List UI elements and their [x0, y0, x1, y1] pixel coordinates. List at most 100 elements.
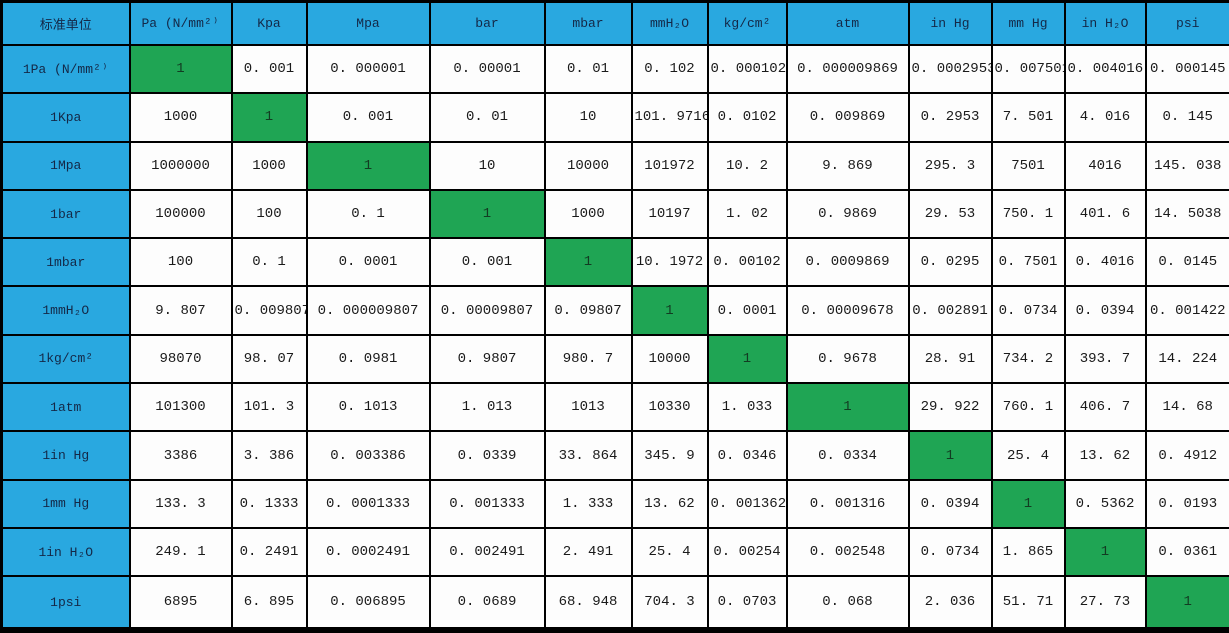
- value-cell: 0. 000145: [1144, 43, 1229, 95]
- value-cell: 0. 006895: [305, 575, 431, 631]
- value-cell: 0. 9678: [785, 333, 910, 385]
- column-header-cell: in H₂O: [1063, 0, 1147, 46]
- value-cell: 3. 386: [230, 430, 308, 481]
- value-cell: 101. 9716: [630, 92, 709, 143]
- value-cell: 101300: [128, 382, 233, 433]
- value-cell: 28. 91: [907, 333, 993, 385]
- value-cell: 10330: [630, 382, 709, 433]
- value-cell: 1000000: [128, 140, 233, 191]
- value-cell: 100: [128, 237, 233, 288]
- row-label-cell: 1mbar: [0, 237, 131, 288]
- value-cell: 100000: [128, 188, 233, 240]
- value-cell: 6895: [128, 575, 233, 631]
- value-cell: 0. 002891: [907, 285, 993, 336]
- row-label-cell: 1mmH₂O: [0, 285, 131, 336]
- row-label-cell: 1kg/cm²: [0, 333, 131, 385]
- value-cell: 1000: [128, 92, 233, 143]
- value-cell: 101972: [630, 140, 709, 191]
- value-cell: 0. 001: [305, 92, 431, 143]
- value-cell: 0. 009869: [785, 92, 910, 143]
- value-cell: 0. 0689: [428, 575, 546, 631]
- table-row: 1mmH₂O 9. 807 0. 009807 0. 000009807 0. 0000…: [0, 285, 1229, 336]
- value-cell: 406. 7: [1063, 382, 1147, 433]
- table-row: 1Pa (N/mm²⁾ 1 0. 001 0. 000001 0. 00001 0. 01…: [0, 43, 1229, 95]
- diagonal-unity-cell: 1: [706, 333, 788, 385]
- table-row: 1atm 101300 101. 3 0. 1013 1. 013 1013 10330 1.…: [0, 382, 1229, 433]
- value-cell: 33. 864: [543, 430, 633, 481]
- value-cell: 0. 004016: [1063, 43, 1147, 95]
- diagonal-unity-cell: 1: [990, 478, 1066, 529]
- value-cell: 7501: [990, 140, 1066, 191]
- value-cell: 0. 0002491: [305, 526, 431, 578]
- column-header-cell: in Hg: [907, 0, 993, 46]
- value-cell: 0. 0001333: [305, 478, 431, 529]
- value-cell: 0. 001: [428, 237, 546, 288]
- value-cell: 393. 7: [1063, 333, 1147, 385]
- value-cell: 0. 01: [428, 92, 546, 143]
- value-cell: 25. 4: [630, 526, 709, 578]
- value-cell: 14. 224: [1144, 333, 1229, 385]
- value-cell: 10000: [543, 140, 633, 191]
- value-cell: 1000: [230, 140, 308, 191]
- value-cell: 100: [230, 188, 308, 240]
- column-header-cell: bar: [428, 0, 546, 46]
- value-cell: 0. 0001: [706, 285, 788, 336]
- value-cell: 0. 0295: [907, 237, 993, 288]
- value-cell: 51. 71: [990, 575, 1066, 631]
- diagonal-unity-cell: 1: [543, 237, 633, 288]
- column-header-cell: mm Hg: [990, 0, 1066, 46]
- value-cell: 0. 0346: [706, 430, 788, 481]
- value-cell: 401. 6: [1063, 188, 1147, 240]
- value-cell: 3386: [128, 430, 233, 481]
- value-cell: 0. 00009678: [785, 285, 910, 336]
- value-cell: 0. 001: [230, 43, 308, 95]
- value-cell: 0. 068: [785, 575, 910, 631]
- value-cell: 1. 02: [706, 188, 788, 240]
- value-cell: 101. 3: [230, 382, 308, 433]
- row-label-cell: 1in Hg: [0, 430, 131, 481]
- value-cell: 0. 001422: [1144, 285, 1229, 336]
- header-row: 标准单位 Pa (N/mm²⁾ Kpa Mpa bar mbar mmH₂O kg/cm² at…: [0, 0, 1229, 46]
- table-row: 1mm Hg 133. 3 0. 1333 0. 0001333 0. 001333 1.…: [0, 478, 1229, 529]
- value-cell: 1. 865: [990, 526, 1066, 578]
- value-cell: 0. 007501: [990, 43, 1066, 95]
- value-cell: 10. 1972: [630, 237, 709, 288]
- value-cell: 0. 00254: [706, 526, 788, 578]
- value-cell: 704. 3: [630, 575, 709, 631]
- value-cell: 1000: [543, 188, 633, 240]
- diagonal-unity-cell: 1: [428, 188, 546, 240]
- diagonal-unity-cell: 1: [785, 382, 910, 433]
- value-cell: 0. 0734: [907, 526, 993, 578]
- value-cell: 0. 0734: [990, 285, 1066, 336]
- value-cell: 980. 7: [543, 333, 633, 385]
- value-cell: 0. 000001: [305, 43, 431, 95]
- value-cell: 0. 0394: [1063, 285, 1147, 336]
- column-header-cell: mmH₂O: [630, 0, 709, 46]
- value-cell: 0. 001316: [785, 478, 910, 529]
- value-cell: 1. 013: [428, 382, 546, 433]
- column-header-cell: psi: [1144, 0, 1229, 46]
- diagonal-unity-cell: 1: [230, 92, 308, 143]
- value-cell: 0. 0339: [428, 430, 546, 481]
- value-cell: 249. 1: [128, 526, 233, 578]
- table-row: 1in H₂O 249. 1 0. 2491 0. 0002491 0. 002491 2…: [0, 526, 1229, 578]
- value-cell: 10000: [630, 333, 709, 385]
- value-cell: 0. 000009807: [305, 285, 431, 336]
- value-cell: 0. 09807: [543, 285, 633, 336]
- value-cell: 0. 00102: [706, 237, 788, 288]
- value-cell: 14. 5038: [1144, 188, 1229, 240]
- value-cell: 0. 4016: [1063, 237, 1147, 288]
- value-cell: 0. 0361: [1144, 526, 1229, 578]
- row-label-cell: 1bar: [0, 188, 131, 240]
- value-cell: 10: [543, 92, 633, 143]
- column-header-cell: Pa (N/mm²⁾: [128, 0, 233, 46]
- table-row: 1Kpa 1000 1 0. 001 0. 01 10 101. 9716 0. 0102 0.…: [0, 92, 1229, 143]
- column-header-cell: Mpa: [305, 0, 431, 46]
- value-cell: 0. 0334: [785, 430, 910, 481]
- value-cell: 2. 036: [907, 575, 993, 631]
- value-cell: 27. 73: [1063, 575, 1147, 631]
- value-cell: 0. 5362: [1063, 478, 1147, 529]
- value-cell: 0. 102: [630, 43, 709, 95]
- value-cell: 0. 2953: [907, 92, 993, 143]
- value-cell: 0. 145: [1144, 92, 1229, 143]
